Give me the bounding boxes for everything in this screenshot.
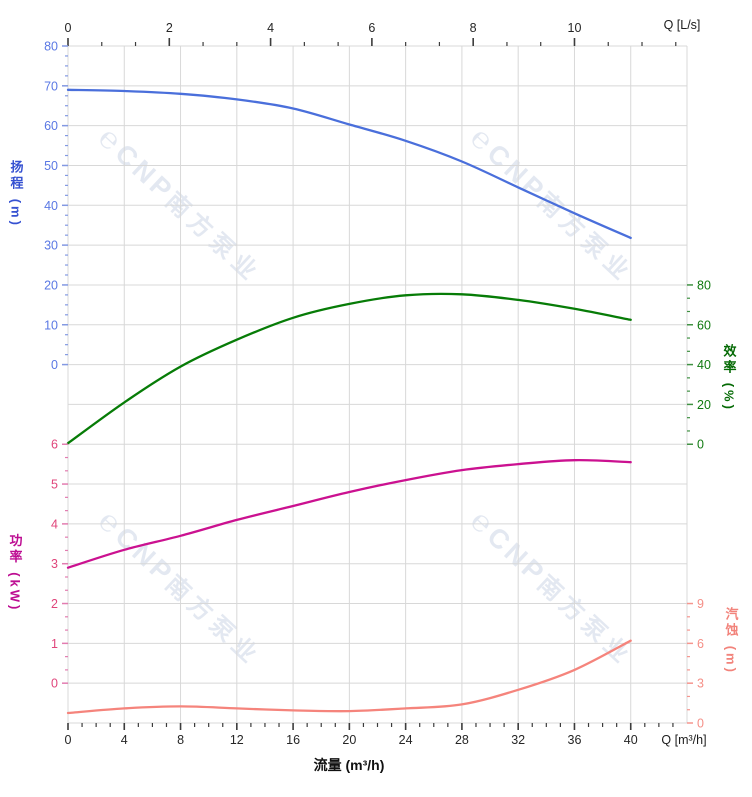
npsh-axis-title: 汽蚀 (m)	[723, 607, 739, 675]
grid	[67, 45, 688, 724]
tick-label: 70	[44, 79, 58, 93]
top-axis-unit: Q [L/s]	[663, 18, 701, 32]
curves	[66, 88, 632, 715]
tick-label: 10	[568, 21, 582, 35]
tick-label: 32	[511, 733, 525, 747]
tick-label: 50	[44, 159, 58, 173]
tick-label: 4	[51, 517, 58, 531]
tick-label: 20	[44, 278, 58, 292]
tick-label: 0	[51, 677, 58, 691]
tick-label: 0	[65, 21, 72, 35]
tick-label: 80	[44, 40, 58, 54]
tick-label: 60	[44, 119, 58, 133]
x-axis-title: 流量 (m³/h)	[313, 757, 385, 773]
npsh-axis-ticks: 0 3 6 9	[687, 597, 704, 731]
tick-label: 40	[44, 199, 58, 213]
npsh-curve	[66, 639, 632, 715]
tick-label: 1	[51, 637, 58, 651]
tick-label: 2	[51, 597, 58, 611]
tick-label: 60	[697, 318, 711, 332]
tick-label: 16	[286, 733, 300, 747]
tick-label: 6	[697, 637, 704, 651]
tick-label: 28	[455, 733, 469, 747]
efficiency-axis-ticks: 0 20 40 60 80	[687, 278, 711, 452]
tick-label: 20	[342, 733, 356, 747]
tick-label: 6	[368, 21, 375, 35]
head-axis-ticks: 0 10 20 30 40 50 60 70 80	[44, 40, 68, 372]
tick-label: 24	[399, 733, 413, 747]
tick-label: 12	[230, 733, 244, 747]
tick-label: 8	[470, 21, 477, 35]
tick-label: 40	[624, 733, 638, 747]
tick-label: 6	[51, 438, 58, 452]
head-axis-title: 扬程 (m)	[8, 160, 24, 228]
tick-label: 5	[51, 478, 58, 492]
tick-label: 0	[697, 438, 704, 452]
tick-label: 30	[44, 239, 58, 253]
tick-label: 4	[267, 21, 274, 35]
tick-label: 80	[697, 278, 711, 292]
tick-label: 8	[177, 733, 184, 747]
tick-label: 3	[51, 557, 58, 571]
head-curve	[66, 88, 632, 240]
tick-label: 0	[65, 733, 72, 747]
tick-label: 0	[51, 358, 58, 372]
power-axis-ticks: 0 1 2 3 4 5 6	[51, 438, 68, 691]
tick-label: 40	[697, 358, 711, 372]
power-axis-title: 功率 (kW)	[7, 533, 23, 613]
tick-label: 0	[697, 717, 704, 731]
tick-label: 10	[44, 318, 58, 332]
bottom-axis-unit: Q [m³/h]	[661, 733, 707, 747]
efficiency-axis-title: 效率 (%)	[721, 344, 737, 412]
tick-label: 9	[697, 597, 704, 611]
bottom-axis-ticks: 0 4 8 12 16 20 24 28 32 36 40	[65, 723, 674, 747]
top-axis-ticks: 0 2 4 6 8 10	[65, 21, 677, 46]
tick-label: 36	[568, 733, 582, 747]
tick-label: 20	[697, 398, 711, 412]
efficiency-curve	[66, 292, 632, 445]
tick-label: 2	[166, 21, 173, 35]
tick-label: 3	[697, 677, 704, 691]
power-curve	[66, 459, 632, 569]
tick-label: 4	[121, 733, 128, 747]
